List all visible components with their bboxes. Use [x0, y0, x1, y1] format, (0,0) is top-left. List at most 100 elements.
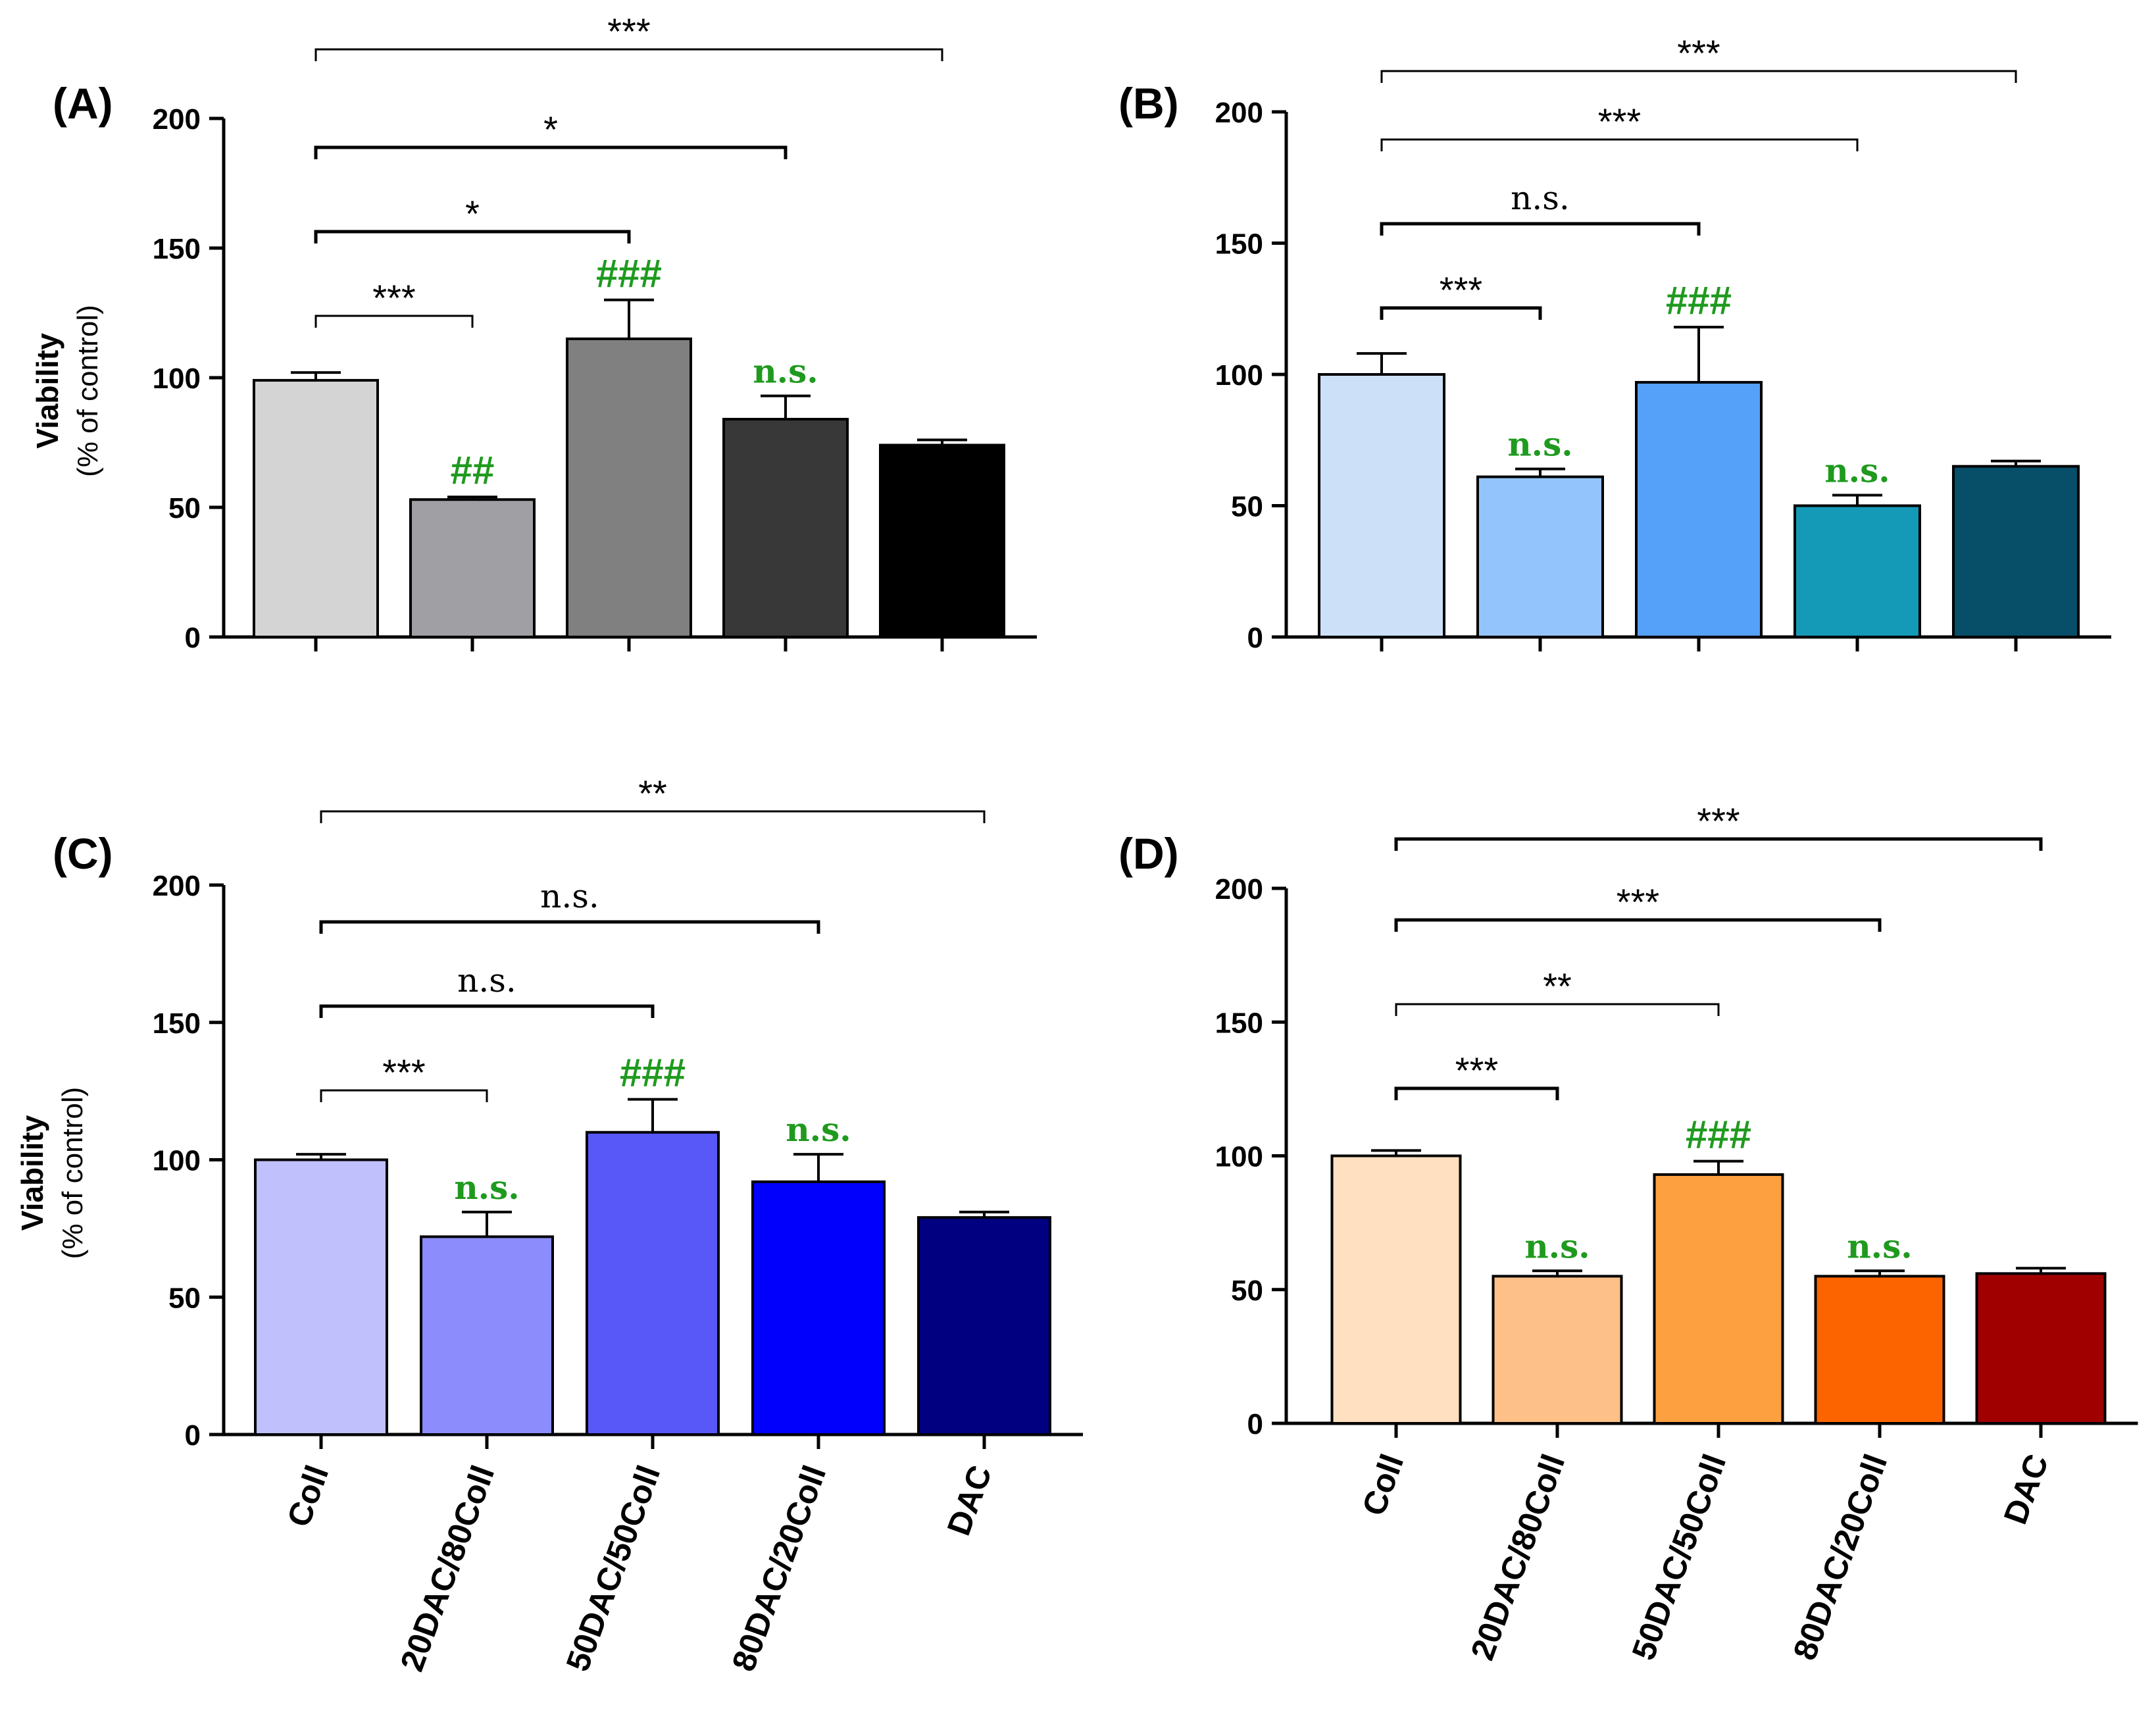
- x-category-label: 80DAC/20Coll: [725, 1461, 834, 1676]
- y-tick-label: 200: [1215, 873, 1263, 905]
- y-tick-label: 100: [153, 1145, 201, 1177]
- bar-50dac-50coll: [586, 1131, 720, 1436]
- significance-bracket: [319, 920, 820, 934]
- bar-annotation: n.s.: [1524, 1227, 1590, 1265]
- x-category-label: DAC: [1997, 1450, 2056, 1529]
- significance-bracket: [320, 1089, 488, 1102]
- bar-20dac-80coll: [409, 498, 536, 638]
- y-axis-label: Viability: [15, 1115, 49, 1231]
- bar-50dac-50coll: [1635, 380, 1763, 638]
- significance-label: n.s.: [457, 961, 516, 1000]
- chart-panel-c: (C) Viability (% of control) 0 50 100 150 200 Co…: [15, 773, 1083, 1676]
- bar-coll: [253, 378, 379, 638]
- bar-annotation: ###: [620, 1051, 686, 1095]
- chart-panel-b: (B) 0 50 100 150 200 n.s. ### n.s. *** n.s. *** ***: [1118, 32, 2111, 654]
- y-tick-label: 0: [1247, 622, 1263, 654]
- y-tick-label: 150: [153, 1007, 201, 1040]
- panel-label: (B): [1118, 79, 1179, 128]
- significance-bracket: [1380, 306, 1542, 320]
- y-tick-label: 0: [185, 1419, 201, 1452]
- y-tick-label: 50: [1231, 491, 1263, 523]
- bar-80dac-20coll: [751, 1180, 886, 1436]
- significance-label: **: [638, 773, 667, 814]
- bar-annotation: ###: [1686, 1113, 1751, 1157]
- significance-bracket: [1394, 918, 1882, 932]
- bar-coll: [1330, 1154, 1462, 1425]
- significance-bracket: [314, 315, 474, 328]
- bar-20dac-80coll: [420, 1235, 554, 1436]
- significance-bracket: [1380, 138, 1859, 151]
- y-tick-label: 150: [1215, 1007, 1263, 1039]
- bar-coll: [1318, 373, 1445, 638]
- significance-label: ***: [1440, 269, 1482, 311]
- x-category-label: 20DAC/80Coll: [1464, 1450, 1572, 1665]
- bar-80dac-20coll: [722, 418, 849, 638]
- significance-bracket: [1394, 1086, 1559, 1100]
- bar-dac: [917, 1216, 1051, 1436]
- y-tick-label: 200: [153, 103, 201, 136]
- y-axis-label: Viability: [30, 333, 64, 449]
- significance-label: n.s.: [540, 877, 599, 915]
- significance-label: ***: [1697, 800, 1740, 842]
- y-tick-label: 50: [1231, 1275, 1263, 1307]
- chart-panel-a: (A) Viability (% of control) 0 50 100 150 200 ##…: [30, 11, 1037, 654]
- bar-20dac-80coll: [1476, 475, 1604, 638]
- panel-label: (D): [1118, 829, 1179, 878]
- y-tick-label: 50: [168, 1282, 201, 1314]
- y-tick-label: 0: [185, 622, 201, 654]
- bar-dac: [1952, 465, 2080, 639]
- significance-label: ***: [372, 277, 415, 318]
- bar-20dac-80coll: [1492, 1275, 1623, 1425]
- significance-label: ***: [1617, 881, 1659, 923]
- bar-80dac-20coll: [1814, 1275, 1945, 1425]
- bar-annotation: ###: [596, 251, 662, 295]
- x-category-label: DAC: [940, 1461, 999, 1540]
- significance-bracket: [1394, 837, 2043, 851]
- panel-label: (A): [53, 79, 113, 128]
- bar-coll: [254, 1158, 388, 1436]
- significance-label: *: [543, 109, 558, 150]
- y-tick-label: 0: [1247, 1408, 1263, 1440]
- bar-annotation: n.s.: [786, 1110, 851, 1149]
- x-category-label: 20DAC/80Coll: [393, 1461, 502, 1676]
- significance-bracket: [1380, 70, 2017, 83]
- x-category-label: 80DAC/20Coll: [1786, 1450, 1895, 1665]
- bar-annotation: n.s.: [1847, 1227, 1912, 1265]
- significance-label: ***: [607, 11, 650, 52]
- bar-50dac-50coll: [1653, 1173, 1784, 1425]
- bar-annotation: n.s.: [1507, 425, 1572, 464]
- x-category-label: 50DAC/50Coll: [1625, 1450, 1734, 1665]
- y-tick-label: 100: [153, 363, 201, 395]
- bar-dac: [1975, 1272, 2107, 1425]
- significance-label: ***: [1677, 32, 1720, 74]
- y-axis-sublabel: (% of control): [72, 305, 104, 477]
- significance-bracket: [319, 1004, 655, 1018]
- significance-label: *: [465, 193, 480, 234]
- y-tick-label: 150: [1215, 228, 1263, 261]
- y-tick-label: 50: [168, 492, 201, 524]
- x-category-label: Coll: [1355, 1450, 1411, 1521]
- x-category-label: Coll: [280, 1461, 336, 1532]
- significance-label: **: [1543, 965, 1572, 1007]
- significance-label: ***: [382, 1052, 425, 1093]
- significance-bracket: [1380, 222, 1701, 236]
- bar-annotation: n.s.: [454, 1168, 519, 1207]
- y-tick-label: 100: [1215, 1141, 1263, 1173]
- bar-annotation: ##: [451, 448, 495, 492]
- bar-50dac-50coll: [566, 337, 692, 639]
- y-tick-label: 100: [1215, 359, 1263, 392]
- significance-bracket: [314, 230, 631, 243]
- bar-dac: [879, 444, 1005, 638]
- chart-panel-d: (D) 0 50 100 150 200 Coll 20DAC/80Coll 50DAC/50C…: [1118, 800, 2138, 1665]
- panel-label: (C): [53, 829, 113, 878]
- significance-label: ***: [1598, 101, 1641, 142]
- bar-80dac-20coll: [1793, 504, 1921, 638]
- x-category-label: 50DAC/50Coll: [559, 1461, 668, 1676]
- significance-bracket: [320, 810, 986, 823]
- y-tick-label: 200: [153, 870, 201, 902]
- bar-annotation: ###: [1666, 278, 1732, 322]
- bar-annotation: n.s.: [1824, 451, 1890, 490]
- y-tick-label: 150: [153, 233, 201, 265]
- significance-bracket: [1395, 1003, 1720, 1016]
